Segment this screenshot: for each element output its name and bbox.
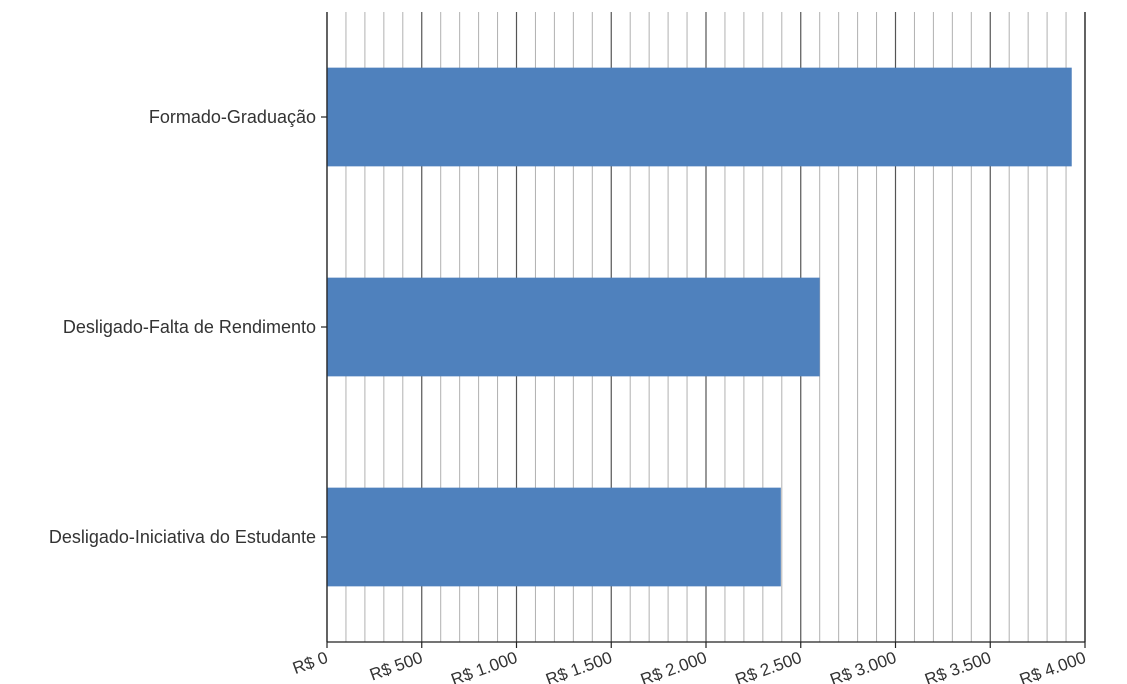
bars [327,67,1072,587]
axes [321,12,1086,648]
x-tick-label: R$ 1.000 [449,648,520,684]
y-tick-label: Desligado-Iniciativa do Estudante [49,527,316,547]
bar [327,277,820,377]
x-tick-label: R$ 3.000 [828,648,899,684]
x-tick-label: R$ 2.500 [733,648,804,684]
bar [327,487,781,587]
x-tick-labels: R$ 0 R$ 500 R$ 1.000 R$ 1.500 R$ 2.000 R$ 2.5… [290,648,1088,684]
y-tick-label: Formado-Graduação [149,107,316,127]
y-tick-label: Desligado-Falta de Rendimento [63,317,316,337]
x-tick-label: R$ 500 [367,648,425,684]
x-tick-label: R$ 3.500 [922,648,993,684]
x-tick-label: R$ 1.500 [543,648,614,684]
bar [327,67,1072,167]
x-tick-label: R$ 0 [290,648,330,678]
x-tick-label: R$ 2.000 [638,648,709,684]
x-tick-label: R$ 4.000 [1017,648,1088,684]
y-tick-labels: Formado-Graduação Desligado-Falta de Rend… [49,107,316,547]
